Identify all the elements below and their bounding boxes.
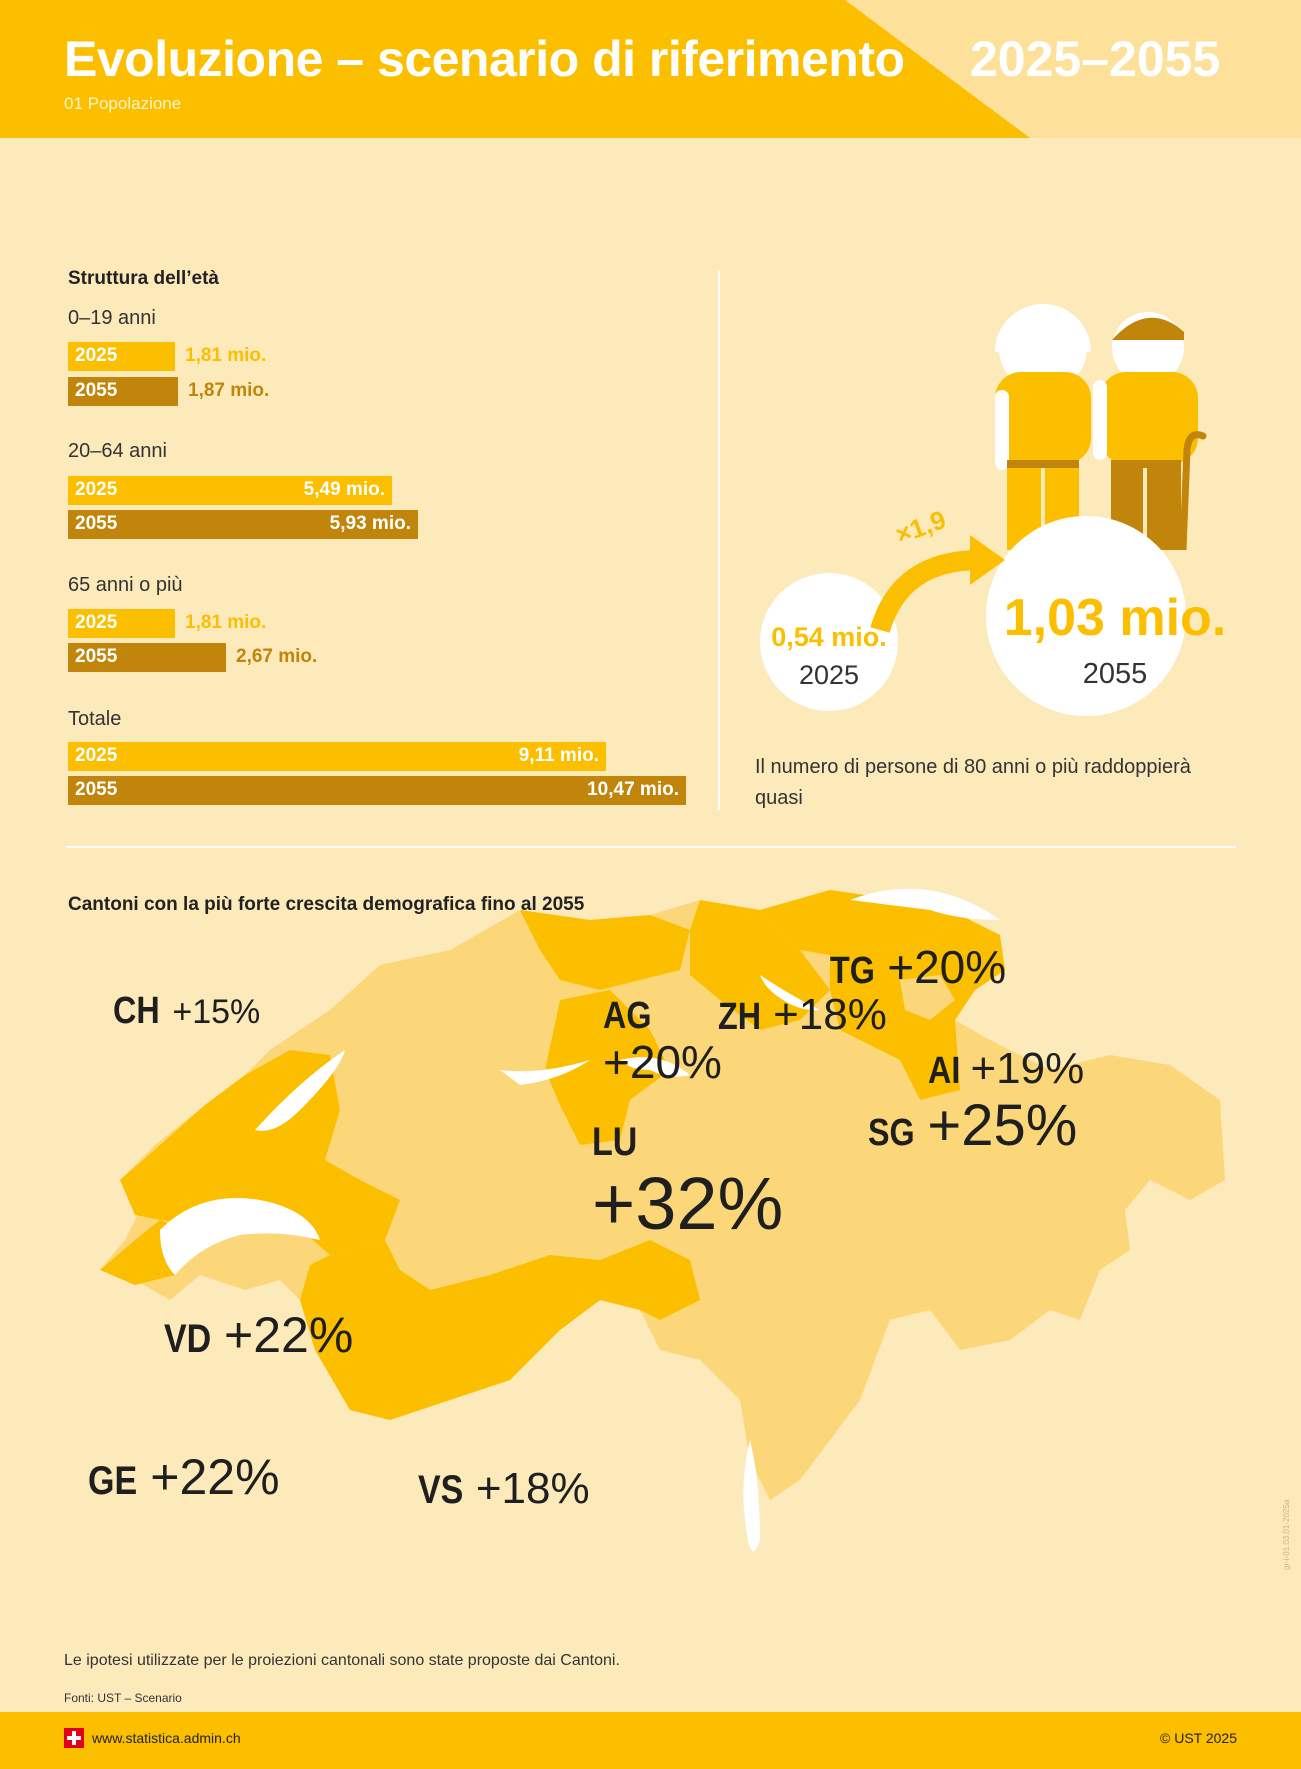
header-band bbox=[0, 0, 1030, 138]
canton-pct: +32% bbox=[592, 1162, 784, 1245]
footer: www.statistica.admin.ch © UST 2025 bbox=[0, 1712, 1301, 1769]
source-note: Fonti: UST – Scenario bbox=[64, 1691, 182, 1705]
bar-value-label: 10,47 mio. bbox=[587, 779, 679, 800]
growth-arrow-icon bbox=[870, 535, 1005, 634]
swiss-flag-icon bbox=[64, 1728, 84, 1748]
footnote: Le ipotesi utilizzate per le proiezioni … bbox=[64, 1652, 620, 1669]
lake-geneva bbox=[160, 1198, 320, 1275]
bar-year-label: 2025 bbox=[75, 345, 118, 366]
switzerland-map bbox=[100, 888, 1225, 1552]
elderly-value-2025: 0,54 mio. bbox=[771, 622, 887, 652]
bar-value-label: 9,11 mio. bbox=[518, 745, 599, 766]
bar-year-label: 2055 bbox=[75, 380, 118, 401]
bar-year-label: 2055 bbox=[75, 513, 118, 534]
canton-vd bbox=[120, 1050, 400, 1255]
canton-ai bbox=[900, 975, 955, 1020]
elderly-year-2055: 2055 bbox=[1082, 658, 1148, 690]
bar-2025: 2025 9,11 mio. bbox=[68, 742, 606, 771]
canton-code: TG bbox=[830, 950, 875, 992]
elderly-value-2055: 1,03 mio. bbox=[1003, 589, 1227, 647]
canton-label-vd: VD +22% bbox=[164, 1306, 353, 1364]
bar-2055: 2055 10,47 mio. bbox=[68, 776, 686, 805]
bar-value-label: 1,87 mio. bbox=[188, 380, 270, 401]
lake-zurich bbox=[760, 975, 820, 1011]
canton-code: LU bbox=[592, 1120, 638, 1164]
chart-code: gr-i-01.03.01-2025a bbox=[1282, 1499, 1291, 1570]
canton-code: AI bbox=[928, 1050, 961, 1092]
canton-label-zh: ZH +18% bbox=[718, 990, 887, 1040]
elderly-year-2025: 2025 bbox=[798, 660, 860, 690]
year-range: 2025–2055 bbox=[970, 31, 1221, 87]
lake-thun bbox=[500, 1060, 590, 1085]
canton-pct: +22% bbox=[150, 1449, 280, 1505]
canton-pct: +22% bbox=[224, 1307, 354, 1363]
canton-pct: +25% bbox=[927, 1093, 1078, 1158]
circle-2055 bbox=[986, 516, 1186, 716]
canton-lu bbox=[545, 990, 670, 1145]
canton-pct: +18% bbox=[475, 1464, 590, 1513]
canton-pct: +20% bbox=[887, 941, 1007, 993]
canton-pct: +19% bbox=[970, 1044, 1085, 1093]
elderly-couple-icon bbox=[995, 304, 1207, 550]
map-title: Cantoni con la più forte crescita demogr… bbox=[68, 894, 585, 915]
canton-vs bbox=[300, 1240, 700, 1420]
bar-2025: 2025 1,81 mio. bbox=[68, 342, 266, 371]
page-subtitle: 01 Popolazione bbox=[64, 94, 182, 113]
vertical-divider bbox=[718, 270, 720, 810]
bar-year-label: 2025 bbox=[75, 612, 118, 633]
page-title: Evoluzione – scenario di riferimento bbox=[64, 31, 905, 87]
bar-value-label: 5,49 mio. bbox=[303, 479, 385, 500]
canton-label-ge: GE +22% bbox=[88, 1448, 280, 1506]
bar-value-label: 2,67 mio. bbox=[236, 646, 318, 667]
lake-constance bbox=[850, 888, 1000, 920]
horizontal-divider bbox=[66, 846, 1236, 848]
canton-pct: +20% bbox=[603, 1036, 722, 1088]
canton-ag bbox=[520, 910, 690, 990]
bar-year-label: 2025 bbox=[75, 745, 118, 766]
canton-label-ag: AG +20% bbox=[603, 995, 722, 1086]
lake-neuchatel bbox=[255, 1050, 345, 1131]
canton-code: ZH bbox=[718, 996, 762, 1038]
canton-code: GE bbox=[88, 1459, 138, 1503]
bar-year-label: 2025 bbox=[75, 479, 118, 500]
bar-2025: 2025 1,81 mio. bbox=[68, 609, 266, 638]
canton-label-sg: SG +25% bbox=[868, 1092, 1077, 1159]
age-structure-title: Struttura dell’età bbox=[68, 268, 219, 289]
canton-pct: +15% bbox=[172, 993, 261, 1031]
circle-2025 bbox=[760, 573, 898, 711]
bar-value-label: 1,81 mio. bbox=[185, 612, 267, 633]
canton-code: VS bbox=[418, 1468, 464, 1512]
age-group-label: Totale bbox=[68, 708, 122, 730]
canton-code: SG bbox=[868, 1112, 915, 1154]
age-group-label: 65 anni o più bbox=[68, 574, 183, 596]
elderly-description: Il numero di persone di 80 anni o più ra… bbox=[755, 756, 1191, 809]
age-group-label: 0–19 anni bbox=[68, 307, 156, 329]
bar-2055: 2055 2,67 mio. bbox=[68, 643, 317, 672]
bar-2055: 2055 1,87 mio. bbox=[68, 377, 269, 406]
canton-code: CH bbox=[113, 990, 160, 1032]
lake-maggiore bbox=[743, 1440, 760, 1552]
canton-label-ch: CH +15% bbox=[113, 990, 260, 1033]
canton-code: AG bbox=[603, 995, 652, 1037]
lake-lucerne bbox=[620, 1057, 690, 1077]
canton-pct: +18% bbox=[773, 990, 887, 1039]
bar-year-label: 2055 bbox=[75, 779, 118, 800]
canton-code: VD bbox=[164, 1317, 212, 1361]
bar-value-label: 1,81 mio. bbox=[185, 345, 267, 366]
canton-label-lu: LU +32% bbox=[592, 1120, 783, 1243]
header: Evoluzione – scenario di riferimento 202… bbox=[0, 0, 1301, 138]
bar-2025: 2025 5,49 mio. bbox=[68, 476, 392, 505]
bar-2055: 2055 5,93 mio. bbox=[68, 510, 418, 539]
canton-label-tg: TG +20% bbox=[830, 940, 1006, 994]
copyright: © UST 2025 bbox=[1160, 1730, 1237, 1746]
canton-label-vs: VS +18% bbox=[418, 1464, 590, 1514]
bar-value-label: 5,93 mio. bbox=[329, 513, 411, 534]
website-link[interactable]: www.statistica.admin.ch bbox=[92, 1730, 241, 1746]
bar-year-label: 2055 bbox=[75, 646, 118, 667]
age-group-label: 20–64 anni bbox=[68, 440, 167, 462]
canton-label-ai: AI +19% bbox=[928, 1044, 1084, 1094]
